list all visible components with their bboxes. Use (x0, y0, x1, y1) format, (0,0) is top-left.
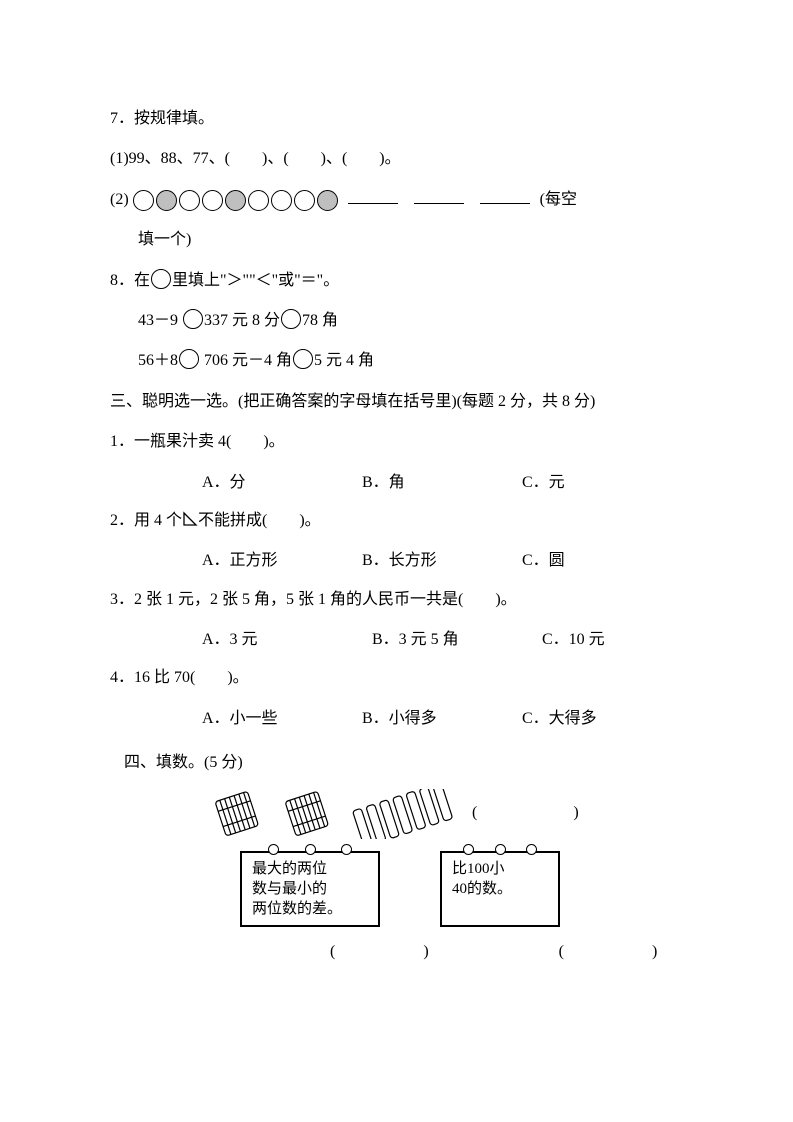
expr: 56＋8 (138, 352, 178, 369)
option-a[interactable]: A．3 元 (202, 621, 372, 659)
q8-title: 8．在 里填上"＞""＜"或"＝"。 (110, 262, 683, 300)
compare-input[interactable] (281, 309, 301, 329)
sec3-q3-stem: 3．2 张 1 元，2 张 5 角，5 张 1 角的人民币一共是( )。 (110, 581, 683, 619)
q7-p2-suffix: (每空 (540, 191, 577, 208)
sec3-q4-opts: A．小一些 B．小得多 C．大得多 (110, 700, 683, 738)
sec3-q1-opts: A．分 B．角 C．元 (110, 464, 683, 502)
box1-l2: 数与最小的 (252, 879, 368, 899)
box1-l3: 两位数的差。 (252, 899, 368, 919)
option-b[interactable]: B．长方形 (362, 542, 522, 580)
compare-input[interactable] (179, 349, 199, 369)
option-b[interactable]: B．角 (362, 464, 522, 502)
q7-circle-pattern (133, 190, 338, 211)
expr: 33 (204, 312, 220, 329)
stick-bundle-icon (280, 789, 338, 839)
pattern-circle (317, 190, 338, 211)
q7-p2-line2: 填一个) (110, 221, 683, 259)
sec4-title: 四、填数。(5 分) (110, 744, 683, 782)
answer-paren[interactable]: ( ) (330, 933, 439, 971)
q2-pre: 2．用 4 个 (110, 512, 182, 529)
sec3-q3-opts: A．3 元 B．3 元 5 角 C．10 元 (110, 621, 683, 659)
expr: 43－9 (138, 312, 182, 329)
ring-binding-icon (442, 844, 558, 855)
pattern-circle (179, 190, 200, 211)
pattern-circle (133, 190, 154, 211)
option-c[interactable]: C．元 (522, 464, 682, 502)
sec3-q2-opts: A．正方形 B．长方形 C．圆 (110, 542, 683, 580)
note-box-1: 最大的两位 数与最小的 两位数的差。 (240, 851, 380, 928)
sec3-q1-stem: 1．一瓶果汁卖 4( )。 (110, 423, 683, 461)
q2-post: 不能拼成( )。 (198, 512, 321, 529)
pattern-circle (225, 190, 246, 211)
answer-paren[interactable]: ( ) (472, 794, 591, 832)
sec3-title: 三、聪明选一选。(把正确答案的字母填在括号里)(每题 2 分，共 8 分) (110, 383, 683, 421)
pattern-circle (294, 190, 315, 211)
pattern-circle (156, 190, 177, 211)
q8-title-pre: 8．在 (110, 272, 150, 289)
expr: 6 元－4 角 (220, 352, 292, 369)
q8-title-post: 里填上"＞""＜"或"＝"。 (172, 272, 339, 289)
option-c[interactable]: C．大得多 (522, 700, 682, 738)
pattern-circle (248, 190, 269, 211)
q7-part1: (1)99、88、77、( )、( )、( )。 (110, 140, 683, 178)
ring-binding-icon (242, 844, 378, 855)
box2-l1: 比100小 (452, 859, 548, 879)
compare-input[interactable] (183, 309, 203, 329)
box1-l1: 最大的两位 (252, 859, 368, 879)
box2-l2: 40的数。 (452, 879, 548, 899)
answer-paren[interactable]: ( ) (559, 933, 668, 971)
option-a[interactable]: A．分 (202, 464, 362, 502)
sec3-q4-stem: 4．16 比 70( )。 (110, 659, 683, 697)
q8-row2: 56＋8 706 元－4 角 5 元 4 角 (110, 342, 683, 380)
compare-input[interactable] (293, 349, 313, 369)
note-boxes: 最大的两位 数与最小的 两位数的差。 比100小 40的数。 (210, 851, 683, 928)
expr: 7 元 8 分 (220, 312, 280, 329)
blank-input[interactable] (480, 186, 530, 204)
option-a[interactable]: A．小一些 (202, 700, 362, 738)
q7-part2: (2) (每空 (110, 181, 683, 219)
sec4-figure: ( ) 最大的两位 数与最小的 两位数的差。 比100小 40的数。 ( ) (… (110, 789, 683, 972)
option-b[interactable]: B．小得多 (362, 700, 522, 738)
sticks-row: ( ) (210, 789, 683, 839)
option-c[interactable]: C．圆 (522, 542, 682, 580)
expr: 5 元 4 角 (314, 352, 374, 369)
expr: 78 角 (302, 312, 338, 329)
expr: 70 (200, 352, 220, 369)
sec3-q2-stem: 2．用 4 个不能拼成( )。 (110, 502, 683, 540)
answer-row: ( ) ( ) (210, 933, 683, 971)
circle-icon (151, 269, 171, 289)
pattern-circle (202, 190, 223, 211)
q7-title: 7．按规律填。 (110, 100, 683, 138)
blank-input[interactable] (414, 186, 464, 204)
pattern-circle (271, 190, 292, 211)
option-c[interactable]: C．10 元 (542, 621, 702, 659)
loose-sticks-icon (350, 789, 460, 839)
q8-row1: 43－9 337 元 8 分 78 角 (110, 302, 683, 340)
option-b[interactable]: B．3 元 5 角 (372, 621, 542, 659)
triangle-icon (182, 511, 198, 527)
stick-bundle-icon (210, 789, 268, 839)
note-box-2: 比100小 40的数。 (440, 851, 560, 928)
q7-p2-prefix: (2) (110, 191, 133, 208)
blank-input[interactable] (348, 186, 398, 204)
option-a[interactable]: A．正方形 (202, 542, 362, 580)
